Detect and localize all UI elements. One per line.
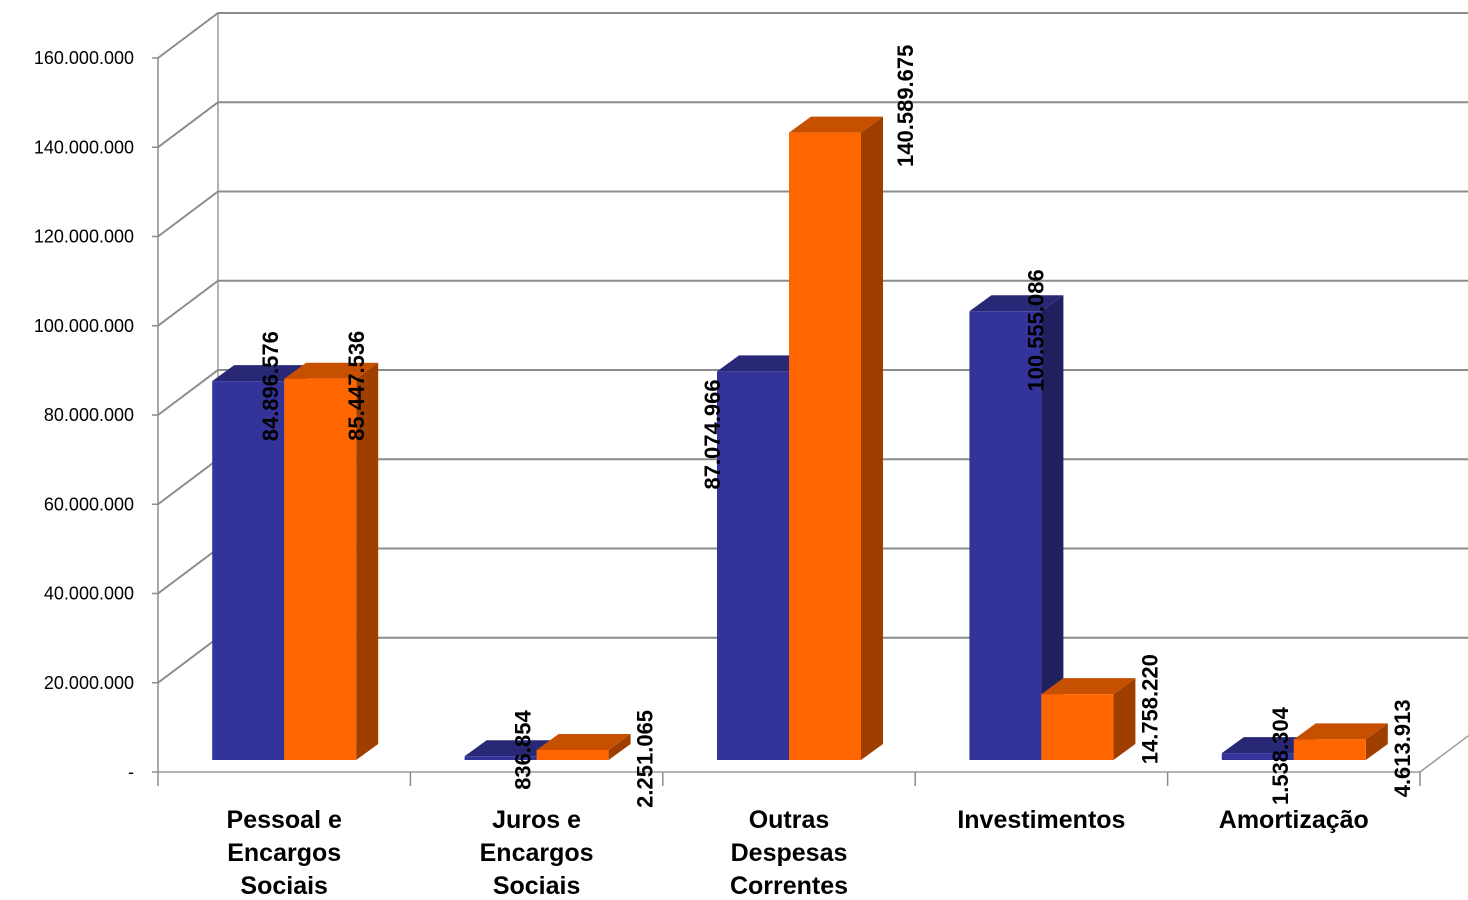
data-label: 140.589.675: [893, 45, 918, 167]
bar-side: [608, 733, 631, 760]
bar-front: [789, 132, 861, 760]
bar-top: [212, 365, 307, 382]
data-label: 84.896.576: [258, 331, 283, 441]
bar-front: [717, 371, 789, 760]
gridline: [157, 101, 1468, 149]
bar-top: [284, 362, 379, 379]
category-label: Encargos: [480, 839, 594, 867]
bar-top: [969, 295, 1064, 312]
bar: [789, 116, 883, 760]
y-tick-label: 120.000.000: [34, 227, 134, 247]
gridline: [157, 190, 1468, 238]
y-tick-label: 60.000.000: [44, 494, 134, 514]
labels: 84.896.576 85.447.536 Pessoal e Encargos Soc…: [227, 45, 1415, 900]
gridline: [157, 279, 1468, 327]
category-label: Correntes: [730, 872, 848, 900]
y-tick-label: 40.000.000: [44, 584, 134, 604]
bar-front: [969, 311, 1042, 760]
bar-side: [1365, 723, 1388, 760]
bar-front: [1041, 694, 1114, 760]
category-label: Pessoal e: [227, 806, 342, 834]
bar-front: [464, 756, 537, 760]
bar-front: [284, 378, 357, 760]
category-label: Sociais: [240, 872, 328, 900]
data-label: 100.555.086: [1023, 269, 1048, 391]
y-tick-label: 80.000.000: [44, 405, 134, 425]
category-label: Outras: [749, 806, 830, 834]
bar: [1293, 723, 1388, 760]
bar-top: [536, 733, 631, 750]
data-label: 836.854: [511, 710, 536, 790]
bar: [1041, 678, 1136, 760]
bar-front: [212, 381, 285, 760]
data-label: 14.758.220: [1137, 654, 1162, 764]
gridline: [157, 12, 1468, 59]
bar-front: [1221, 753, 1294, 760]
category-label: Investimentos: [957, 806, 1125, 834]
bar-side: [356, 362, 379, 760]
bar: [536, 733, 631, 760]
bar-top: [1221, 737, 1316, 754]
axes: - 20.000.000 40.000.000 60.000.000 80.000.00…: [34, 48, 1421, 786]
bars: [212, 116, 1388, 760]
bar-side: [1041, 295, 1064, 760]
bar-top: [789, 116, 883, 133]
bar: [969, 295, 1064, 760]
category-label: Sociais: [493, 872, 581, 900]
bar-top: [1041, 678, 1136, 695]
y-tick-label: 20.000.000: [44, 673, 134, 693]
bar-front: [1293, 739, 1366, 760]
bar-side: [1113, 678, 1136, 760]
data-label: 2.251.065: [633, 710, 658, 808]
category-label: Encargos: [227, 839, 341, 867]
category-label: Juros e: [492, 806, 581, 834]
data-label: 1.538.304: [1268, 706, 1293, 805]
y-tick-label: -: [128, 762, 134, 782]
data-label: 87.074.966: [700, 379, 725, 489]
data-label: 4.613.913: [1390, 699, 1415, 797]
bar-front: [536, 749, 609, 760]
category-label: Amortização: [1219, 806, 1369, 834]
floor-right-edge: [1419, 735, 1468, 773]
bar-side: [861, 116, 883, 760]
y-tick-label: 140.000.000: [34, 137, 134, 157]
bar-top: [464, 740, 559, 757]
y-tick-label: 160.000.000: [34, 48, 134, 68]
bar: [284, 362, 379, 760]
bar-top: [717, 355, 811, 372]
data-label: 85.447.536: [344, 331, 369, 441]
bar-top: [1293, 723, 1388, 740]
category-label: Despesas: [731, 839, 848, 867]
y-tick-label: 100.000.000: [34, 316, 134, 336]
